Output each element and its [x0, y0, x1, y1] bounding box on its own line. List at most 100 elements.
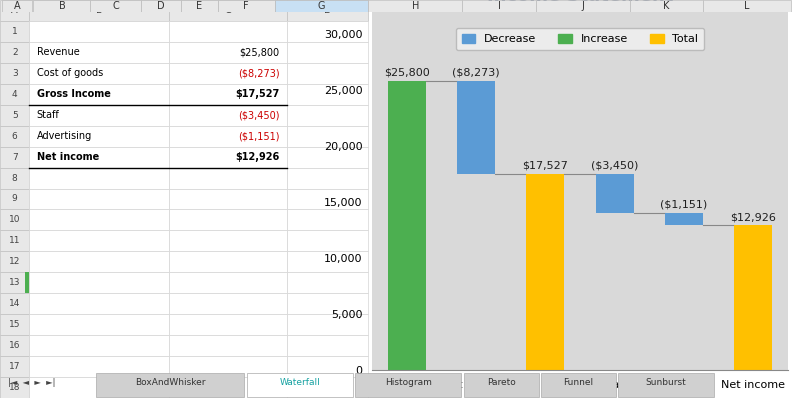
Bar	[0, 293, 30, 314]
Bar	[536, 0, 629, 12]
Text: $25,800: $25,800	[384, 68, 430, 78]
Text: H: H	[411, 1, 418, 11]
Bar	[287, 293, 368, 314]
Text: ($3,450): ($3,450)	[238, 110, 279, 120]
Bar	[169, 314, 287, 335]
Bar	[595, 174, 633, 213]
Legend: Decrease, Increase, Total: Decrease, Increase, Total	[455, 28, 703, 50]
Bar	[169, 230, 287, 252]
Text: F: F	[243, 1, 249, 11]
Bar	[169, 126, 287, 146]
Bar	[181, 0, 218, 12]
Bar	[0, 272, 30, 293]
Text: |◄  ◄  ►  ►|: |◄ ◄ ► ►|	[8, 378, 55, 387]
Text: B: B	[59, 1, 65, 11]
Text: 9: 9	[12, 195, 18, 203]
Text: Waterfall: Waterfall	[279, 378, 320, 387]
Text: 7: 7	[12, 152, 18, 162]
Bar	[30, 126, 169, 146]
Text: B: B	[96, 6, 103, 16]
Text: A: A	[14, 1, 20, 11]
Bar	[169, 335, 287, 356]
Text: 8: 8	[12, 174, 18, 183]
Bar	[287, 105, 368, 126]
Bar	[0, 168, 30, 189]
Bar	[0, 377, 30, 398]
Text: L: L	[744, 1, 749, 11]
Bar	[703, 0, 789, 12]
Text: 10: 10	[9, 215, 20, 224]
Bar	[287, 377, 368, 398]
Text: ($1,151): ($1,151)	[659, 199, 707, 209]
Bar	[733, 225, 772, 370]
Bar	[30, 189, 169, 209]
Bar	[462, 0, 536, 12]
Bar	[0, 356, 30, 377]
Text: Net income: Net income	[37, 152, 99, 162]
Bar	[2, 0, 32, 12]
Bar	[664, 213, 702, 225]
Bar	[169, 293, 287, 314]
Bar	[247, 373, 353, 396]
Text: C: C	[225, 6, 231, 16]
Text: 6: 6	[12, 132, 18, 140]
Text: ($8,273): ($8,273)	[452, 68, 499, 78]
Bar	[169, 209, 287, 230]
Bar	[0, 105, 30, 126]
Text: 16: 16	[9, 341, 20, 350]
Text: Sunburst: Sunburst	[645, 378, 686, 387]
Bar	[0, 21, 30, 42]
Bar	[275, 0, 368, 12]
Text: 5: 5	[12, 111, 18, 120]
Bar	[526, 174, 564, 370]
Bar	[287, 42, 368, 63]
Bar	[287, 314, 368, 335]
Bar	[355, 373, 461, 396]
Bar	[30, 293, 169, 314]
Text: 14: 14	[9, 299, 20, 308]
Text: $12,926: $12,926	[729, 212, 775, 222]
Bar	[287, 168, 368, 189]
Bar	[287, 84, 368, 105]
Bar	[169, 189, 287, 209]
Text: Funnel: Funnel	[563, 378, 593, 387]
Bar	[0, 84, 30, 105]
Bar	[0, 335, 30, 356]
Bar	[90, 0, 141, 12]
Text: $12,926: $12,926	[235, 152, 279, 162]
Bar	[169, 168, 287, 189]
Text: 2: 2	[12, 48, 18, 57]
Bar	[0, 63, 30, 84]
Text: 4: 4	[12, 90, 18, 99]
Bar	[30, 356, 169, 377]
Bar	[25, 272, 30, 293]
Text: Cost of goods: Cost of goods	[37, 68, 103, 78]
Bar	[218, 0, 275, 12]
Text: D: D	[324, 6, 331, 16]
Text: Histogram: Histogram	[385, 378, 431, 387]
Text: Advertising: Advertising	[37, 131, 92, 141]
Text: ($3,450): ($3,450)	[590, 160, 638, 171]
Bar	[30, 314, 169, 335]
Bar	[30, 105, 169, 126]
Bar	[30, 42, 169, 63]
Text: ($8,273): ($8,273)	[238, 68, 279, 78]
Bar	[287, 252, 368, 272]
Bar	[169, 63, 287, 84]
Bar	[287, 126, 368, 146]
Bar	[169, 252, 287, 272]
Text: 18: 18	[9, 383, 20, 392]
Text: K: K	[662, 1, 669, 11]
Text: 17: 17	[9, 362, 20, 371]
Bar	[0, 230, 30, 252]
Bar	[0, 146, 30, 168]
Text: Staff: Staff	[37, 110, 59, 120]
Text: Gross Income: Gross Income	[37, 89, 111, 99]
Text: 12: 12	[9, 258, 20, 266]
Bar	[463, 373, 538, 396]
Bar	[34, 0, 90, 12]
Bar	[169, 356, 287, 377]
Text: 13: 13	[9, 278, 20, 287]
Bar	[0, 209, 30, 230]
Bar	[287, 146, 368, 168]
